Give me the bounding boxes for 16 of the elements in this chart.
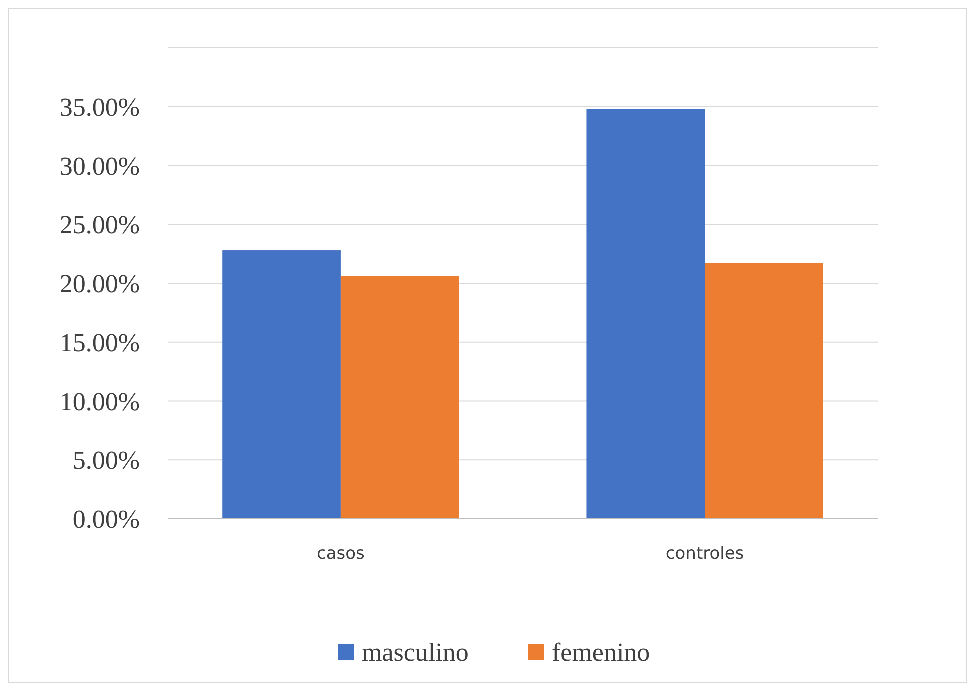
legend-label: masculino (362, 638, 469, 668)
y-tick-label: 5.00% (72, 446, 140, 476)
x-tick-label: casos (317, 544, 366, 564)
y-tick-label: 15.00% (60, 328, 140, 358)
bar (586, 109, 706, 519)
y-tick-label: 25.00% (60, 210, 140, 240)
x-tick-label: controles (666, 544, 744, 564)
bar (222, 250, 341, 519)
legend-label: femenino (552, 638, 650, 668)
y-tick-label: 30.00% (60, 152, 140, 181)
bar (705, 263, 824, 519)
y-tick-label: 0.00% (72, 505, 140, 534)
y-tick-label: 20.00% (60, 270, 140, 299)
y-tick-label: 35.00% (60, 92, 140, 122)
bar (340, 276, 460, 519)
y-tick-label: 10.00% (60, 387, 140, 416)
